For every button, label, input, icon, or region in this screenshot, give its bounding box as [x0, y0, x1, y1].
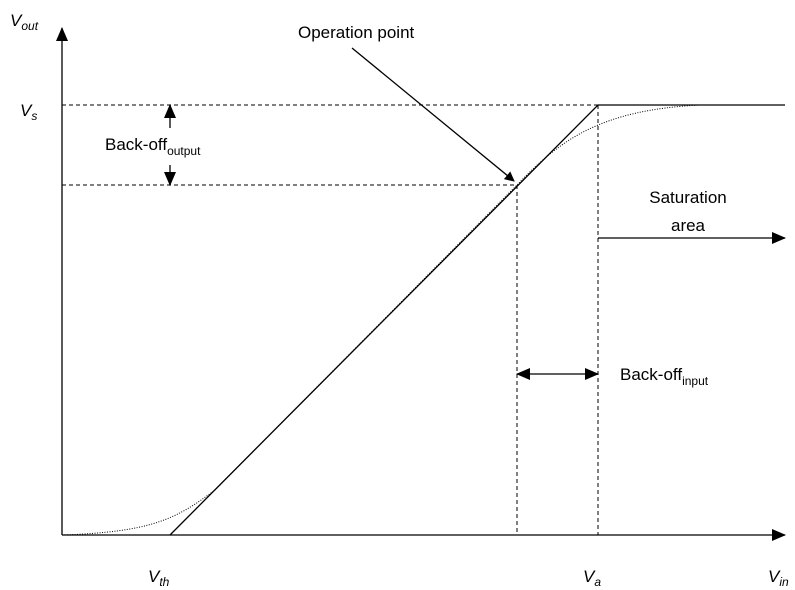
real-curve	[61, 104, 720, 536]
saturation-area-label: area	[671, 216, 706, 235]
y-axis-label: Vout	[10, 11, 39, 33]
saturation-level-label: Vs	[20, 101, 37, 123]
back-off-output-label: Back-offoutput	[105, 135, 201, 158]
x-axis-label: Vin	[768, 567, 789, 589]
ideal-curve	[169, 104, 785, 536]
saturation-area-label: Saturation	[649, 188, 727, 207]
threshold-label: Vth	[148, 567, 170, 589]
arrow	[351, 47, 515, 182]
back-off-input-label: Back-offinput	[620, 365, 709, 388]
operation-point-label: Operation point	[298, 23, 415, 42]
saturation-input-label: Va	[583, 567, 601, 589]
